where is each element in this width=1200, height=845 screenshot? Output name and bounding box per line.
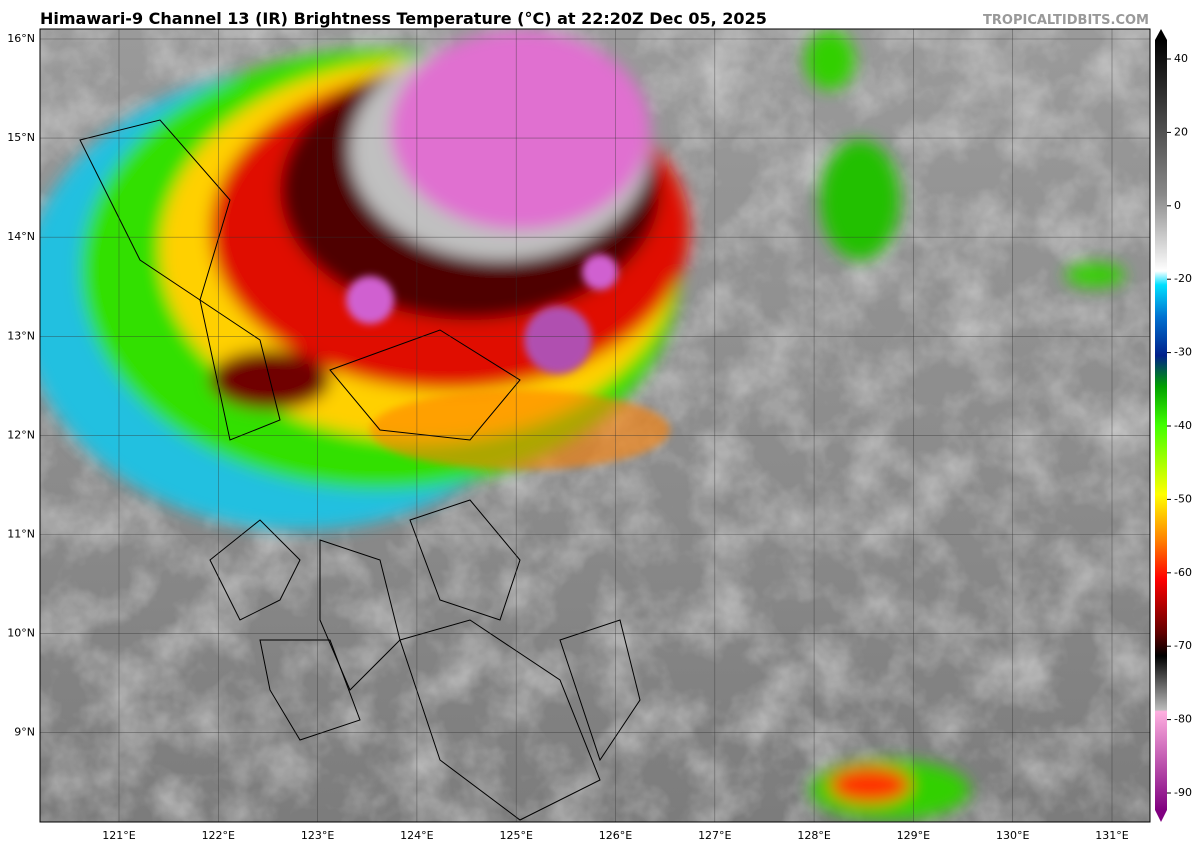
lat-label: 13°N — [7, 329, 35, 342]
lon-label: 129°E — [897, 829, 930, 842]
lat-label: 11°N — [7, 528, 35, 541]
lon-label: 127°E — [698, 829, 731, 842]
lon-label: 124°E — [400, 829, 433, 842]
lon-label: 126°E — [599, 829, 632, 842]
map-frame — [39, 28, 1151, 823]
colorbar-label: -20 — [1174, 272, 1192, 285]
colorbar-label: -40 — [1174, 419, 1192, 432]
lat-label: 15°N — [7, 131, 35, 144]
colorbar-label: -50 — [1174, 492, 1192, 505]
lon-label: 128°E — [797, 829, 830, 842]
colorbar-label: -30 — [1174, 346, 1192, 359]
lat-label: 12°N — [7, 428, 35, 441]
colorbar-label: -80 — [1174, 713, 1192, 726]
lon-label: 131°E — [1095, 829, 1128, 842]
colorbar — [1155, 40, 1167, 810]
colorbar-label: -70 — [1174, 639, 1192, 652]
colorbar-label: 0 — [1174, 199, 1181, 212]
imagery — [40, 29, 1150, 822]
colorbar-label: 20 — [1174, 125, 1188, 138]
lat-label: 9°N — [14, 726, 35, 739]
title: Himawari-9 Channel 13 (IR) Brightness Te… — [40, 9, 767, 28]
colorbar-label: -90 — [1174, 786, 1192, 799]
lon-label: 125°E — [499, 829, 532, 842]
lon-label: 130°E — [996, 829, 1029, 842]
colorbar-label: -60 — [1174, 566, 1192, 579]
lon-label: 121°E — [102, 829, 135, 842]
lat-label: 16°N — [7, 32, 35, 45]
credit: TROPICALTIDBITS.COM — [983, 13, 1149, 28]
lat-label: 14°N — [7, 230, 35, 243]
colorbar-top — [1155, 29, 1167, 40]
colorbar-bottom — [1155, 810, 1167, 822]
graticule — [40, 29, 1150, 822]
colorbar-label: 40 — [1174, 52, 1188, 65]
lon-label: 123°E — [301, 829, 334, 842]
lat-label: 10°N — [7, 627, 35, 640]
lon-label: 122°E — [202, 829, 235, 842]
